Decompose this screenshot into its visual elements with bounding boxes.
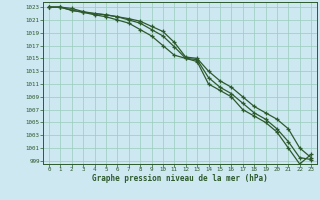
X-axis label: Graphe pression niveau de la mer (hPa): Graphe pression niveau de la mer (hPa) bbox=[92, 174, 268, 183]
